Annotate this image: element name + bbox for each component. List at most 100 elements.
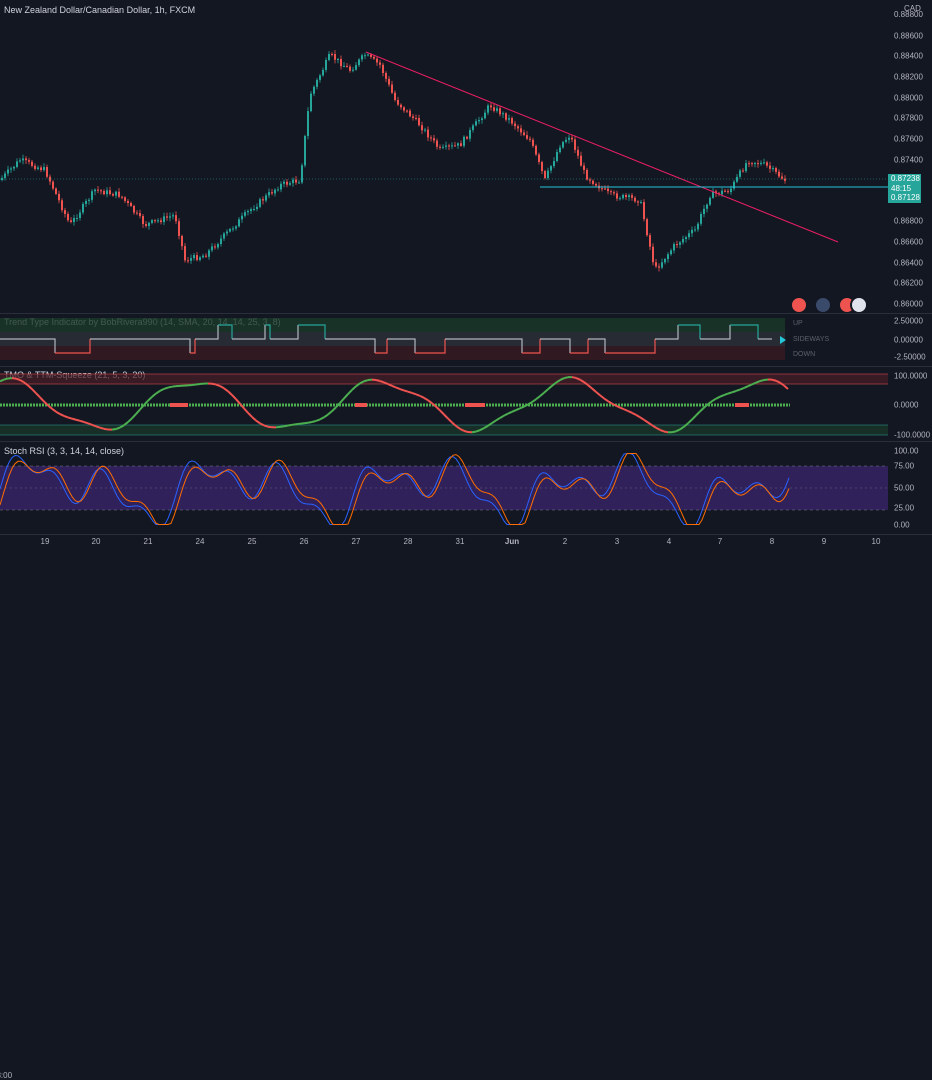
candle (694, 229, 696, 230)
candle (136, 213, 138, 214)
candle (616, 193, 618, 198)
tmo-segment (80, 421, 84, 422)
price-axis[interactable]: 0.88600 0.88400 0.88200 0.88000 0.87800 … (888, 0, 932, 313)
tmo-segment (776, 381, 780, 383)
candle (412, 116, 414, 118)
candle (529, 139, 531, 140)
tmo-segment (572, 377, 576, 378)
candle (655, 262, 657, 266)
candle (415, 118, 417, 119)
candle (385, 73, 387, 79)
tmo-segment (352, 386, 356, 390)
candle (553, 161, 555, 166)
candle (235, 226, 237, 228)
candle (511, 118, 513, 123)
tmo-segment (168, 387, 172, 388)
pane-separator[interactable] (0, 366, 932, 367)
squeeze-fire-dot (465, 403, 485, 407)
tmo-segment (444, 415, 448, 419)
candle (625, 195, 627, 197)
candle (727, 191, 729, 192)
tmo-segment (524, 404, 528, 406)
tmo-segment (52, 409, 56, 412)
tmo-segment (160, 389, 164, 391)
candle (541, 162, 543, 171)
candle (139, 213, 141, 216)
tmo-segment (344, 394, 348, 398)
candle (358, 59, 360, 65)
trend-step-segment (570, 339, 588, 353)
tmo-segment (340, 398, 344, 402)
tmo-segment (508, 412, 512, 414)
main-chart-canvas[interactable] (0, 0, 888, 313)
candle (673, 244, 675, 250)
time-tick: 26 (300, 537, 309, 546)
tmo-segment (364, 380, 368, 381)
tmo-segment (708, 401, 712, 404)
candle (280, 184, 282, 190)
candle (658, 266, 660, 267)
candle (343, 66, 345, 67)
candle (520, 128, 522, 132)
time-axis[interactable]: 18:00 19 20 21 24 25 26 27 28 31 Jun 2 3… (0, 534, 888, 550)
candle (148, 223, 150, 226)
candle (490, 105, 492, 107)
tmo-segment (112, 429, 116, 430)
tmo-segment (584, 382, 588, 385)
candle (328, 54, 330, 60)
candle (424, 130, 426, 131)
tmo-segment (428, 400, 432, 403)
tmo-segment (40, 397, 44, 401)
candle (331, 54, 333, 55)
candle (523, 133, 525, 136)
price-tick: 0.87400 (894, 156, 923, 165)
squeeze-fire-dots (170, 403, 749, 407)
dividend-event-icon[interactable] (814, 296, 832, 314)
trend-indicator-title[interactable]: Trend Type Indicator by BobRivera990 (14… (4, 317, 281, 327)
price-tick: 0.87600 (894, 135, 923, 144)
candle (283, 182, 285, 184)
tmo-segment (296, 424, 300, 425)
candle (583, 166, 585, 170)
candle (661, 262, 663, 267)
candle (130, 203, 132, 206)
candle (106, 190, 108, 194)
trend-step-segment (415, 339, 445, 353)
earnings-event-icon[interactable] (790, 296, 808, 314)
candle (4, 173, 6, 177)
candle (325, 60, 327, 70)
tmo-segment (756, 381, 760, 383)
tmo-segment (476, 430, 480, 431)
tmo-segment (780, 383, 784, 386)
zone-sideways-label: SIDEWAYS (793, 336, 829, 343)
candle (754, 163, 756, 164)
pane-separator[interactable] (0, 313, 932, 314)
candle (241, 216, 243, 220)
candle (370, 55, 372, 57)
time-tick: 18:00 (0, 1071, 12, 1080)
pane-separator[interactable] (0, 441, 932, 442)
candle (397, 100, 399, 105)
candle (334, 54, 336, 60)
ttm-squeeze-title[interactable]: TMO & TTM-Squeeze (21, 5, 3, 20) (4, 370, 145, 380)
tmo-segment (132, 414, 136, 418)
trend-step-segment (522, 339, 540, 353)
candle (199, 257, 201, 260)
tmo-segment (640, 417, 644, 420)
candle (295, 180, 297, 183)
candle (751, 163, 753, 164)
tmo-segment (440, 410, 444, 414)
tmo-segment (48, 405, 52, 408)
trend-step-segment (605, 339, 655, 353)
tmo-segment (592, 388, 596, 391)
tmo-segment (548, 386, 552, 389)
tmo-segment (484, 426, 488, 428)
tmo-segment (704, 404, 708, 407)
tmo-segment (20, 380, 24, 382)
news-event-icon[interactable] (850, 296, 868, 314)
stoch-d-line (0, 454, 789, 525)
stoch-rsi-title[interactable]: Stoch RSI (3, 3, 14, 14, close) (4, 446, 124, 456)
candle (454, 145, 456, 146)
candle (142, 216, 144, 224)
candle (310, 94, 312, 111)
